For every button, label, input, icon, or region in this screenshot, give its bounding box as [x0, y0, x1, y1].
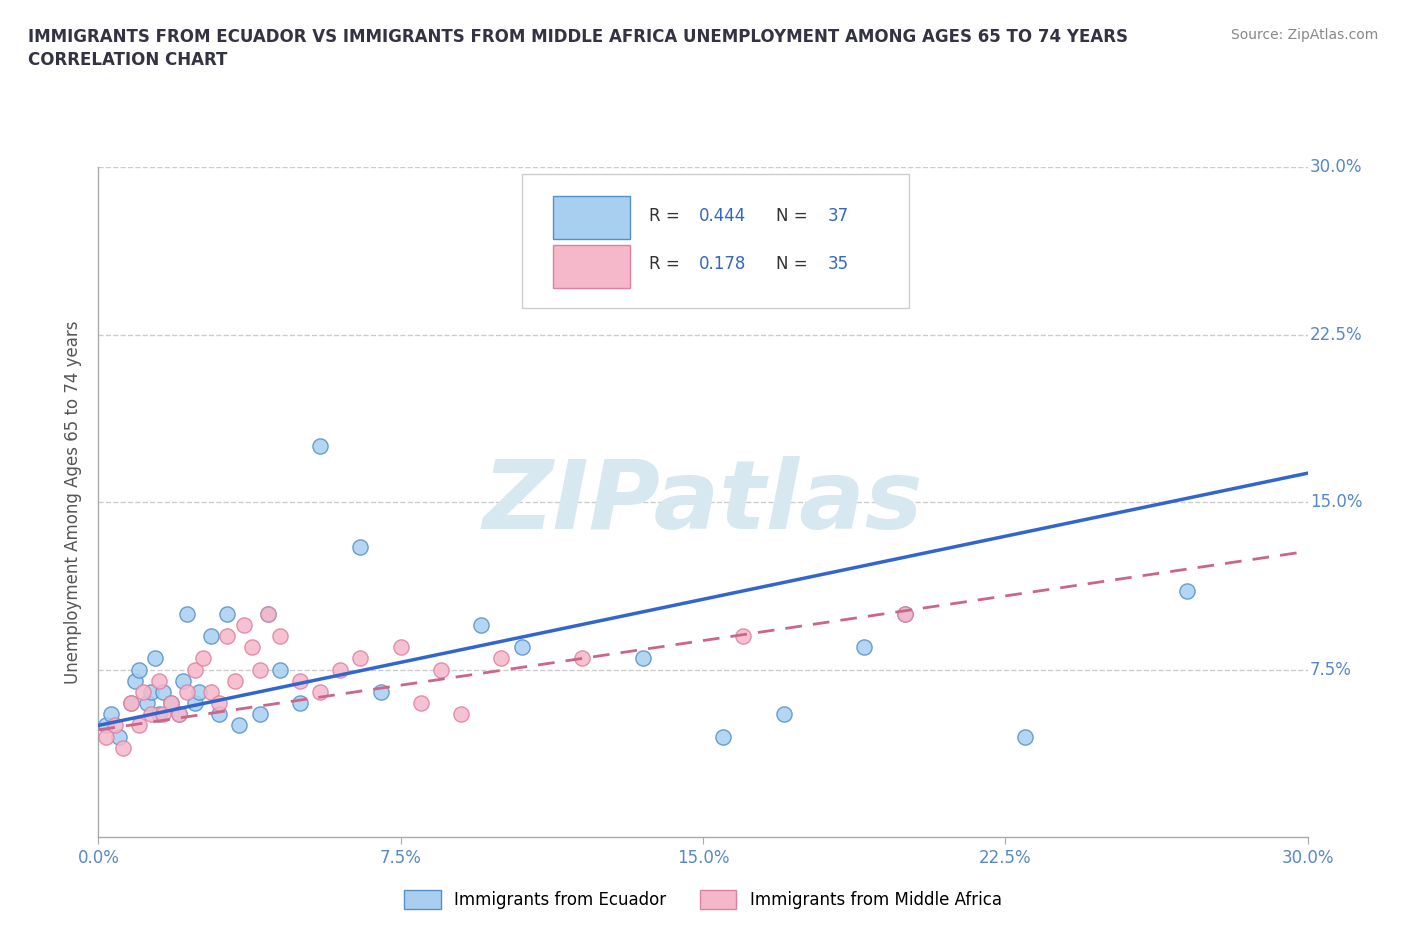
- Point: [124, 673, 146, 688]
- Point: [96, 718, 118, 733]
- Point: [853, 640, 876, 655]
- Point: [200, 629, 222, 644]
- Text: R =: R =: [648, 206, 685, 225]
- Point: [208, 707, 231, 722]
- Point: [96, 729, 118, 744]
- Point: [143, 651, 166, 666]
- Point: [184, 662, 207, 677]
- Point: [148, 673, 170, 688]
- Point: [139, 707, 162, 722]
- Point: [152, 707, 174, 722]
- Point: [107, 729, 129, 744]
- Point: [184, 696, 207, 711]
- FancyBboxPatch shape: [522, 174, 908, 308]
- Point: [269, 629, 291, 644]
- Point: [631, 651, 654, 666]
- Text: 0.444: 0.444: [699, 206, 747, 225]
- Point: [256, 606, 278, 621]
- Point: [200, 684, 222, 699]
- FancyBboxPatch shape: [553, 246, 630, 288]
- Point: [711, 729, 734, 744]
- Point: [135, 696, 157, 711]
- Point: [370, 684, 392, 699]
- Point: [269, 662, 291, 677]
- Point: [571, 651, 593, 666]
- Point: [224, 673, 246, 688]
- Point: [249, 662, 271, 677]
- Text: IMMIGRANTS FROM ECUADOR VS IMMIGRANTS FROM MIDDLE AFRICA UNEMPLOYMENT AMONG AGES: IMMIGRANTS FROM ECUADOR VS IMMIGRANTS FR…: [28, 28, 1128, 46]
- Point: [176, 684, 198, 699]
- Point: [893, 606, 915, 621]
- Point: [893, 606, 915, 621]
- Text: 15.0%: 15.0%: [1310, 493, 1362, 512]
- Point: [148, 707, 170, 722]
- Text: 37: 37: [828, 206, 849, 225]
- Y-axis label: Unemployment Among Ages 65 to 74 years: Unemployment Among Ages 65 to 74 years: [65, 321, 83, 684]
- Point: [349, 651, 371, 666]
- Point: [228, 718, 250, 733]
- Point: [103, 718, 125, 733]
- Point: [120, 696, 142, 711]
- Point: [217, 606, 239, 621]
- Point: [128, 718, 150, 733]
- Point: [160, 696, 183, 711]
- Point: [128, 662, 150, 677]
- Point: [120, 696, 142, 711]
- Point: [510, 640, 533, 655]
- Point: [491, 651, 513, 666]
- Point: [217, 629, 239, 644]
- Text: CORRELATION CHART: CORRELATION CHART: [28, 51, 228, 69]
- Point: [772, 707, 794, 722]
- Point: [208, 696, 231, 711]
- Point: [349, 539, 371, 554]
- Point: [288, 673, 311, 688]
- Point: [167, 707, 190, 722]
- Text: 22.5%: 22.5%: [1310, 326, 1362, 344]
- Point: [288, 696, 311, 711]
- Point: [309, 684, 332, 699]
- Point: [733, 629, 755, 644]
- Point: [450, 707, 472, 722]
- Point: [152, 684, 174, 699]
- Text: N =: N =: [776, 206, 807, 225]
- Point: [256, 606, 278, 621]
- Point: [167, 707, 190, 722]
- Point: [160, 696, 183, 711]
- Point: [1175, 584, 1198, 599]
- Point: [139, 684, 162, 699]
- Point: [470, 618, 492, 632]
- Point: [430, 662, 453, 677]
- Point: [188, 684, 211, 699]
- Point: [176, 606, 198, 621]
- Point: [249, 707, 271, 722]
- Text: R =: R =: [648, 256, 690, 273]
- Text: Source: ZipAtlas.com: Source: ZipAtlas.com: [1230, 28, 1378, 42]
- Text: N =: N =: [776, 256, 807, 273]
- Point: [193, 651, 215, 666]
- Point: [240, 640, 263, 655]
- Point: [232, 618, 254, 632]
- Point: [132, 684, 155, 699]
- Point: [100, 707, 122, 722]
- Text: 30.0%: 30.0%: [1310, 158, 1362, 177]
- Text: 0.178: 0.178: [699, 256, 747, 273]
- Point: [329, 662, 352, 677]
- Point: [389, 640, 412, 655]
- Text: ZIPatlas: ZIPatlas: [482, 456, 924, 549]
- FancyBboxPatch shape: [553, 196, 630, 239]
- Text: 7.5%: 7.5%: [1310, 660, 1353, 679]
- Point: [409, 696, 432, 711]
- Point: [1014, 729, 1036, 744]
- Point: [172, 673, 194, 688]
- Point: [111, 740, 134, 755]
- Legend: Immigrants from Ecuador, Immigrants from Middle Africa: Immigrants from Ecuador, Immigrants from…: [398, 884, 1008, 916]
- Text: 35: 35: [828, 256, 849, 273]
- Point: [309, 439, 332, 454]
